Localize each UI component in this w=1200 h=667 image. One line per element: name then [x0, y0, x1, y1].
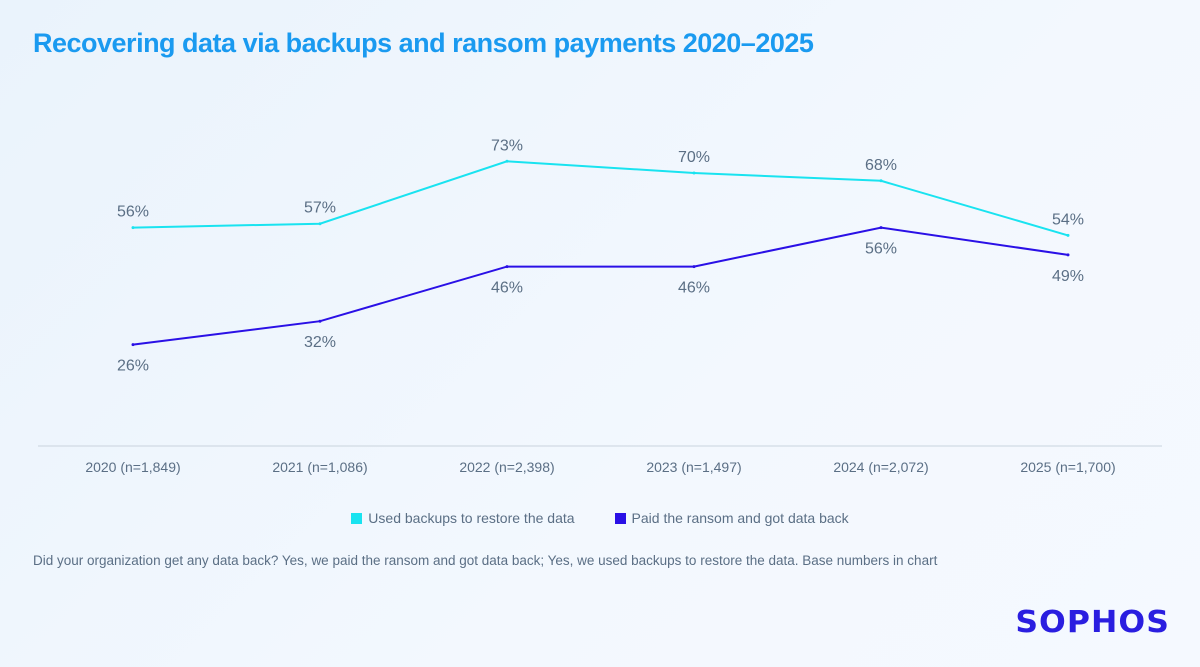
data-point — [879, 179, 883, 183]
legend-item-ransom: Paid the ransom and got data back — [614, 510, 849, 526]
data-label: 54% — [1052, 211, 1084, 228]
x-tick-label: 2020 (n=1,849) — [85, 459, 180, 475]
data-point — [1066, 233, 1070, 237]
series-line-1 — [132, 226, 1069, 346]
data-point — [131, 226, 135, 230]
x-tick-label: 2021 (n=1,086) — [272, 459, 367, 475]
data-label: 26% — [117, 358, 149, 375]
data-label: 73% — [491, 137, 523, 154]
series-line-0 — [132, 160, 1069, 237]
data-label: 56% — [865, 241, 897, 258]
x-tick-label: 2023 (n=1,497) — [646, 459, 741, 475]
x-tick-label: 2025 (n=1,700) — [1020, 459, 1115, 475]
data-point — [131, 343, 135, 347]
data-label: 57% — [304, 200, 336, 217]
footnote: Did your organization get any data back?… — [33, 553, 938, 568]
legend: Used backups to restore the data Paid th… — [0, 510, 1200, 526]
data-label: 70% — [678, 149, 710, 166]
data-point — [692, 265, 696, 269]
data-point — [505, 265, 509, 269]
data-label: 46% — [678, 280, 710, 297]
legend-item-backups: Used backups to restore the data — [351, 510, 575, 526]
data-point — [692, 171, 696, 175]
legend-label: Paid the ransom and got data back — [631, 510, 849, 526]
x-tick-label: 2022 (n=2,398) — [459, 459, 554, 475]
data-point — [505, 159, 509, 163]
data-point — [318, 319, 322, 323]
data-point — [1066, 253, 1070, 257]
data-label: 32% — [304, 334, 336, 351]
legend-swatch — [614, 512, 626, 524]
chart-title: Recovering data via backups and ransom p… — [33, 28, 814, 58]
line-chart: 2020 (n=1,849) 2021 (n=1,086) 2022 (n=2,39… — [38, 137, 1162, 475]
data-point — [318, 222, 322, 226]
data-label: 46% — [491, 280, 523, 297]
x-tick-label: 2024 (n=2,072) — [833, 459, 928, 475]
sophos-logo: SOPHOS — [1014, 605, 1170, 640]
data-label: 68% — [865, 157, 897, 174]
data-label: 56% — [117, 204, 149, 221]
data-point — [879, 226, 883, 230]
legend-label: Used backups to restore the data — [368, 510, 575, 526]
legend-swatch — [351, 512, 363, 524]
data-label: 49% — [1052, 268, 1084, 285]
